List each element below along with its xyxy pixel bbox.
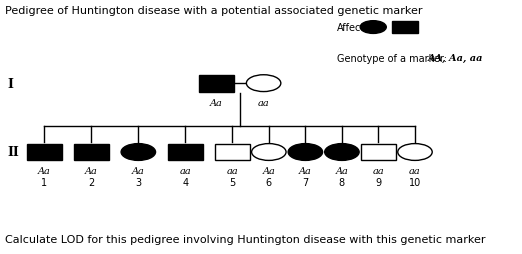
Bar [27,144,62,161]
Text: Aa: Aa [210,99,223,107]
Text: Pedigree of Huntington disease with a potential associated genetic marker: Pedigree of Huntington disease with a po… [5,6,423,16]
Bar [215,144,250,161]
Text: 10: 10 [409,177,421,187]
Text: Aa: Aa [38,166,51,175]
Bar [392,22,418,34]
Text: Aa: Aa [336,166,348,175]
Circle shape [288,144,323,161]
Text: Aa: Aa [85,166,98,175]
Text: 9: 9 [375,177,382,187]
Text: 4: 4 [182,177,188,187]
Text: Affected: Affected [337,23,377,33]
Circle shape [398,144,432,161]
Bar [361,144,396,161]
Text: Genotype of a marker:: Genotype of a marker: [337,53,450,64]
Text: Aa: Aa [299,166,312,175]
Text: 5: 5 [229,177,235,187]
Text: 3: 3 [135,177,141,187]
Text: or: or [392,23,401,33]
Text: II: II [8,146,20,159]
Text: Aa: Aa [263,166,275,175]
Text: aa: aa [373,166,384,175]
Circle shape [325,144,359,161]
Text: 8: 8 [339,177,345,187]
Text: Calculate LOD for this pedigree involving Huntington disease with this genetic m: Calculate LOD for this pedigree involvin… [5,234,485,244]
Text: 2: 2 [88,177,94,187]
Text: aa: aa [258,99,269,107]
Text: I: I [8,77,14,90]
Text: aa: aa [227,166,238,175]
Bar [74,144,109,161]
Text: 6: 6 [266,177,272,187]
Circle shape [121,144,156,161]
Text: aa: aa [409,166,421,175]
Text: 1: 1 [41,177,48,187]
Circle shape [246,75,281,92]
Text: aa: aa [180,166,191,175]
Text: Aa: Aa [132,166,145,175]
Text: AA, Aa, aa: AA, Aa, aa [428,54,483,63]
Bar [168,144,203,161]
Bar [199,75,234,92]
Circle shape [252,144,286,161]
Circle shape [360,22,386,34]
Text: 7: 7 [302,177,309,187]
